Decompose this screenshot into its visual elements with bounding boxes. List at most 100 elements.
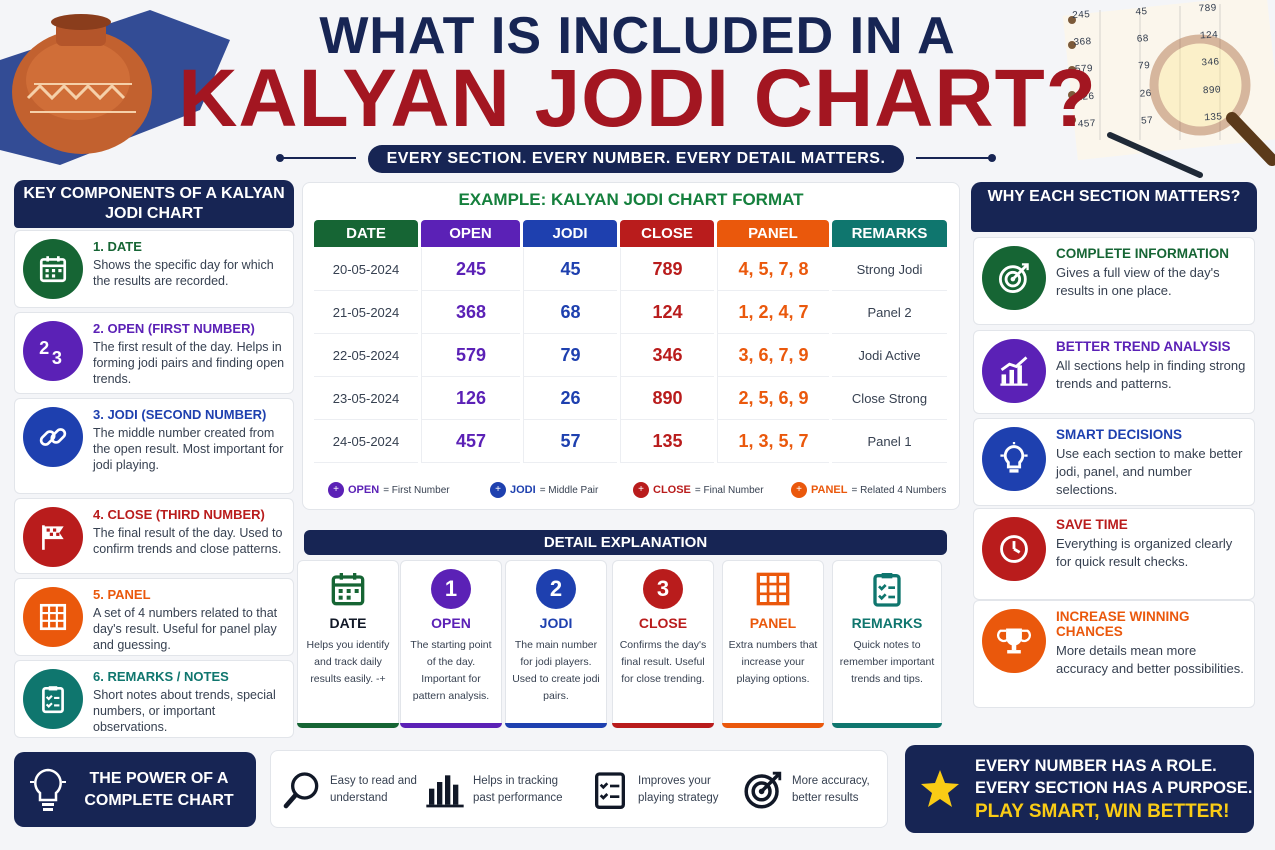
detail-title: OPEN bbox=[431, 615, 471, 631]
reason-title: COMPLETE INFORMATION bbox=[1056, 246, 1229, 261]
svg-text:2: 2 bbox=[39, 338, 49, 358]
target-icon bbox=[742, 769, 784, 811]
detail-color-bar bbox=[832, 723, 942, 728]
table-cell-panel: 4, 5, 7, 8 bbox=[717, 248, 829, 291]
table-cell-remarks: Strong Jodi bbox=[832, 248, 947, 291]
cta-banner: EVERY NUMBER HAS A ROLE. EVERY SECTION H… bbox=[905, 745, 1254, 833]
detail-description: The main number for jodi players. Used t… bbox=[512, 639, 600, 702]
grid-icon bbox=[753, 569, 793, 609]
detail-card-jodi: 2 JODI The main number for jodi players.… bbox=[505, 560, 607, 728]
detail-title: JODI bbox=[539, 615, 573, 631]
component-title: 4. CLOSE (THIRD NUMBER) bbox=[93, 507, 265, 522]
component-description: The final result of the day. Used to con… bbox=[93, 526, 283, 556]
component-description: Short notes about trends, special number… bbox=[93, 688, 276, 734]
component-description: A set of 4 numbers related to that day's… bbox=[93, 606, 278, 652]
reason-card: BETTER TREND ANALYSIS All sections help … bbox=[973, 330, 1255, 414]
detail-description: Extra numbers that increase your playing… bbox=[728, 639, 818, 685]
table-cell-remarks: Panel 1 bbox=[832, 420, 947, 463]
legend-description: = Related 4 Numbers bbox=[851, 484, 947, 496]
svg-text:3: 3 bbox=[52, 348, 62, 367]
component-title: 5. PANEL bbox=[93, 587, 151, 602]
detail-card-open: 1 OPEN The starting point of the day. Im… bbox=[400, 560, 502, 728]
detail-color-bar bbox=[400, 723, 502, 728]
legend-dot: + bbox=[633, 482, 649, 498]
column-header-panel: PANEL bbox=[717, 220, 829, 247]
reason-card: INCREASE WINNING CHANCES More details me… bbox=[973, 600, 1255, 708]
power-banner: THE POWER OF A COMPLETE CHART bbox=[14, 752, 256, 827]
table-cell-date: 20-05-2024 bbox=[314, 248, 418, 291]
component-title: 2. OPEN (FIRST NUMBER) bbox=[93, 321, 255, 336]
column-header-close: CLOSE bbox=[620, 220, 714, 247]
grid-icon bbox=[23, 587, 83, 647]
legend-key: JODI bbox=[510, 484, 536, 496]
column-header-date: DATE bbox=[314, 220, 418, 247]
feature-item: More accuracy, better results bbox=[742, 760, 882, 820]
magnifier-icon bbox=[282, 770, 322, 810]
number-two-icon: 2 bbox=[536, 569, 576, 609]
component-description: The first result of the day. Helps in fo… bbox=[93, 340, 285, 386]
reason-card: COMPLETE INFORMATION Gives a full view o… bbox=[973, 237, 1255, 325]
table-cell-open: 126 bbox=[421, 377, 520, 420]
feature-item: Easy to read and understand bbox=[282, 760, 417, 820]
component-description: Shows the specific day for which the res… bbox=[93, 258, 274, 288]
reason-description: More details mean more accuracy and bett… bbox=[1056, 643, 1244, 676]
reason-title: INCREASE WINNING CHANCES bbox=[1056, 609, 1190, 639]
detail-title: PANEL bbox=[749, 615, 797, 631]
legend-item: + JODI = Middle Pair bbox=[490, 482, 598, 498]
reason-description: Everything is organized clearly for quic… bbox=[1056, 536, 1233, 569]
table-cell-jodi: 57 bbox=[523, 420, 617, 463]
legend-item: + OPEN = First Number bbox=[328, 482, 450, 498]
flag-icon bbox=[23, 507, 83, 567]
detail-description: Helps you identify and track daily resul… bbox=[306, 639, 390, 685]
left-panel-heading: KEY COMPONENTS OF A KALYAN JODI CHART bbox=[14, 180, 294, 228]
reason-description: Use each section to make better jodi, pa… bbox=[1056, 446, 1243, 497]
detail-color-bar bbox=[297, 723, 399, 728]
component-title: 6. REMARKS / NOTES bbox=[93, 669, 229, 684]
feature-text: More accuracy, better results bbox=[792, 775, 870, 804]
bar-chart-icon bbox=[425, 770, 465, 810]
column-header-open: OPEN bbox=[421, 220, 520, 247]
legend-description: = First Number bbox=[383, 484, 450, 496]
cta-line-1: EVERY NUMBER HAS A ROLE. bbox=[975, 757, 1217, 775]
reason-title: BETTER TREND ANALYSIS bbox=[1056, 339, 1231, 354]
column-header-remarks: REMARKS bbox=[832, 220, 947, 247]
legend-item: + CLOSE = Final Number bbox=[633, 482, 764, 498]
detail-title: REMARKS bbox=[851, 615, 923, 631]
table-cell-panel: 1, 3, 5, 7 bbox=[717, 420, 829, 463]
title-line-1: WHAT IS INCLUDED IN A bbox=[319, 7, 956, 65]
target-icon bbox=[982, 246, 1046, 310]
table-cell-jodi: 26 bbox=[523, 377, 617, 420]
legend-dot: + bbox=[490, 482, 506, 498]
tagline: EVERY SECTION. EVERY NUMBER. EVERY DETAI… bbox=[368, 145, 904, 173]
reason-title: SAVE TIME bbox=[1056, 517, 1128, 532]
detail-card-close: 3 CLOSE Confirms the day's final result.… bbox=[612, 560, 714, 728]
number-one-icon: 1 bbox=[431, 569, 471, 609]
table-cell-remarks: Close Strong bbox=[832, 377, 947, 420]
component-title: 1. DATE bbox=[93, 239, 142, 254]
legend-dot: + bbox=[791, 482, 807, 498]
table-cell-date: 21-05-2024 bbox=[314, 291, 418, 334]
reason-card: SAVE TIME Everything is organized clearl… bbox=[973, 508, 1255, 600]
component-card: 1. DATE Shows the specific day for which… bbox=[14, 230, 294, 308]
calendar-icon bbox=[328, 569, 368, 609]
legend-key: CLOSE bbox=[653, 484, 691, 496]
tagline-divider-left bbox=[276, 154, 356, 162]
detail-description: Quick notes to remember important trends… bbox=[839, 639, 935, 685]
table-cell-remarks: Panel 2 bbox=[832, 291, 947, 334]
component-card: 3. JODI (SECOND NUMBER) The middle numbe… bbox=[14, 398, 294, 494]
table-cell-panel: 3, 6, 7, 9 bbox=[717, 334, 829, 377]
table-cell-close: 135 bbox=[620, 420, 714, 463]
trophy-icon bbox=[982, 609, 1046, 673]
clipboard-icon bbox=[23, 669, 83, 729]
legend-item: + PANEL = Related 4 Numbers bbox=[791, 482, 946, 498]
reason-description: Gives a full view of the day's results i… bbox=[1056, 265, 1220, 298]
link-icon bbox=[23, 407, 83, 467]
clipboard-icon bbox=[867, 569, 907, 609]
clay-pot-image bbox=[0, 10, 230, 165]
detail-explanation-heading: DETAIL EXPLANATION bbox=[304, 530, 947, 555]
legend-key: PANEL bbox=[811, 484, 848, 496]
table-cell-open: 579 bbox=[421, 334, 520, 377]
table-cell-open: 368 bbox=[421, 291, 520, 334]
cta-line-3: PLAY SMART, WIN BETTER! bbox=[975, 801, 1230, 822]
